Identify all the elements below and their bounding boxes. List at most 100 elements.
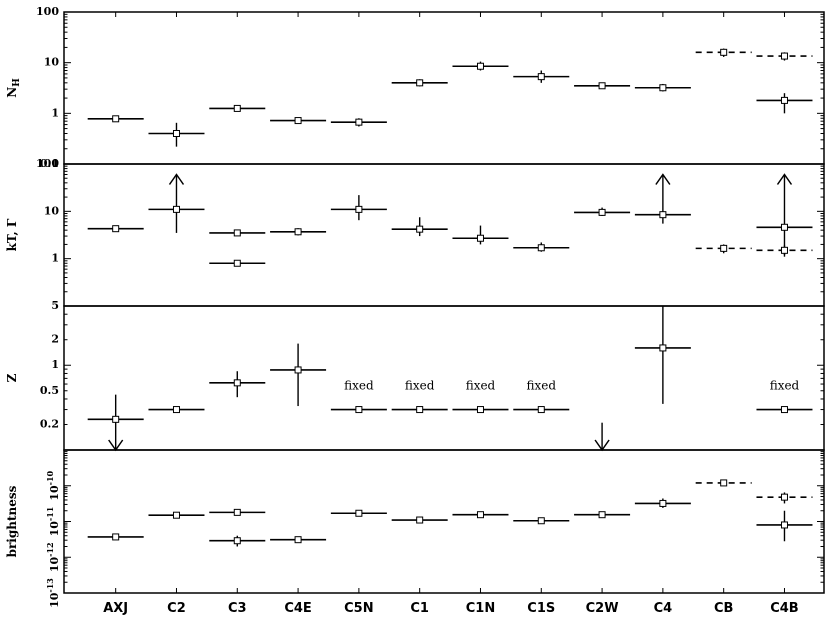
- panel-frame-bright: [63, 449, 825, 594]
- point-marker: [780, 52, 788, 60]
- point-marker: [355, 406, 363, 414]
- data-point-nh-c4: [634, 83, 691, 92]
- point-marker: [294, 228, 302, 236]
- point-marker: [355, 205, 363, 213]
- panel-frame-z: [63, 305, 825, 451]
- data-point-z-c3: [209, 371, 266, 398]
- arrow-up-icon: [168, 173, 185, 185]
- tick-base: 10: [48, 485, 61, 501]
- x-category-label: C4B: [770, 601, 799, 616]
- panel-frame-kt: [63, 163, 825, 307]
- x-category-label: C1N: [466, 601, 495, 616]
- x-category-label: C4E: [284, 601, 311, 616]
- annotation-fixed: fixed: [405, 378, 435, 392]
- point-marker: [598, 208, 606, 216]
- data-point-kt-c1: [391, 217, 448, 237]
- data-point-nh-axj: [87, 115, 144, 123]
- data-point-nh-c4e: [270, 117, 327, 125]
- y-tick-label: 100: [36, 5, 59, 18]
- point-marker: [355, 118, 363, 126]
- panel-frame-nh: [63, 11, 825, 165]
- point-marker: [476, 406, 484, 414]
- arrow-up-icon: [655, 173, 671, 185]
- data-point-z-c4e: [270, 343, 327, 407]
- y-tick-label: 2: [51, 333, 59, 346]
- y-axis-label-z: Z: [5, 373, 19, 382]
- data-point-bright-c2w: [574, 511, 631, 519]
- x-category-label: C4: [654, 601, 673, 616]
- data-point-kt-c2w: [574, 207, 631, 216]
- data-point-bright-c3: [209, 535, 266, 547]
- data-point-z-c2: [148, 406, 205, 414]
- point-marker: [598, 511, 606, 519]
- point-marker: [294, 366, 302, 374]
- arrow-down-icon: [594, 439, 610, 452]
- point-marker: [537, 517, 545, 525]
- point-marker: [416, 406, 424, 414]
- y-tick-label: 10-13: [45, 578, 61, 608]
- data-point-z-c4: [634, 306, 691, 404]
- point-marker: [780, 96, 788, 104]
- data-point-z-axj: [87, 394, 144, 452]
- data-point-kt-c2: [148, 173, 205, 233]
- data-point-kt-c1s: [513, 242, 570, 252]
- point-marker: [659, 84, 667, 92]
- point-marker: [294, 117, 302, 125]
- data-point-kt-c4b: [756, 245, 813, 255]
- data-point-bright-c4: [634, 498, 691, 508]
- y-tick-label: 1: [51, 106, 59, 119]
- tick-base: 10: [48, 592, 61, 608]
- point-marker: [233, 259, 241, 267]
- point-marker: [294, 536, 302, 544]
- point-marker: [416, 79, 424, 87]
- y-tick-label: 5: [51, 299, 59, 312]
- data-point-bright-c1s: [513, 517, 570, 525]
- data-point-z-c2w: [594, 422, 610, 452]
- data-point-bright-c1n: [452, 511, 509, 519]
- y-tick-label: 1: [51, 252, 59, 265]
- point-marker: [659, 211, 667, 219]
- point-marker: [416, 225, 424, 233]
- point-marker: [780, 246, 788, 254]
- point-marker: [172, 129, 180, 137]
- point-marker: [233, 104, 241, 112]
- point-marker: [659, 344, 667, 352]
- data-point-kt-c5n: [330, 195, 387, 221]
- data-point-bright-c4e: [270, 536, 327, 544]
- y-axis-label-text: NH: [5, 78, 22, 98]
- point-marker: [720, 479, 728, 487]
- point-marker: [659, 499, 667, 507]
- y-axis-label-text: brightness: [5, 485, 19, 557]
- data-point-nh-c2w: [574, 82, 631, 90]
- data-point-bright-c1: [391, 516, 448, 524]
- point-marker: [720, 244, 728, 252]
- point-marker: [172, 511, 180, 519]
- point-marker: [112, 533, 120, 541]
- data-point-nh-c1: [391, 79, 448, 87]
- annotation-fixed: fixed: [466, 378, 496, 392]
- point-marker: [172, 205, 180, 213]
- y-tick-label: 10: [44, 204, 60, 217]
- x-category-label: C1S: [527, 601, 555, 616]
- x-category-label: AXJ: [103, 601, 128, 616]
- y-axis-label-text: Z: [5, 373, 19, 382]
- y-axis-label-text: kT, Γ: [5, 218, 19, 251]
- y-tick-label: 10-10: [45, 470, 61, 500]
- data-point-kt-c3: [209, 259, 266, 267]
- point-marker: [112, 115, 120, 123]
- y-axis-label-main: N: [5, 87, 19, 98]
- data-point-nh-c1n: [452, 61, 509, 71]
- point-marker: [355, 509, 363, 517]
- x-category-label: C5N: [344, 601, 373, 616]
- data-point-nh-c4b: [756, 52, 813, 61]
- y-tick-label-text: 10-13: [45, 578, 61, 608]
- tick-exponent: -11: [45, 507, 55, 521]
- point-marker: [476, 62, 484, 70]
- annotation-fixed: fixed: [344, 378, 374, 392]
- arrow-up-icon: [776, 173, 793, 185]
- tick-base: 10: [48, 521, 61, 537]
- data-point-kt-c4e: [270, 228, 327, 236]
- y-tick-label: 0.2: [40, 417, 59, 430]
